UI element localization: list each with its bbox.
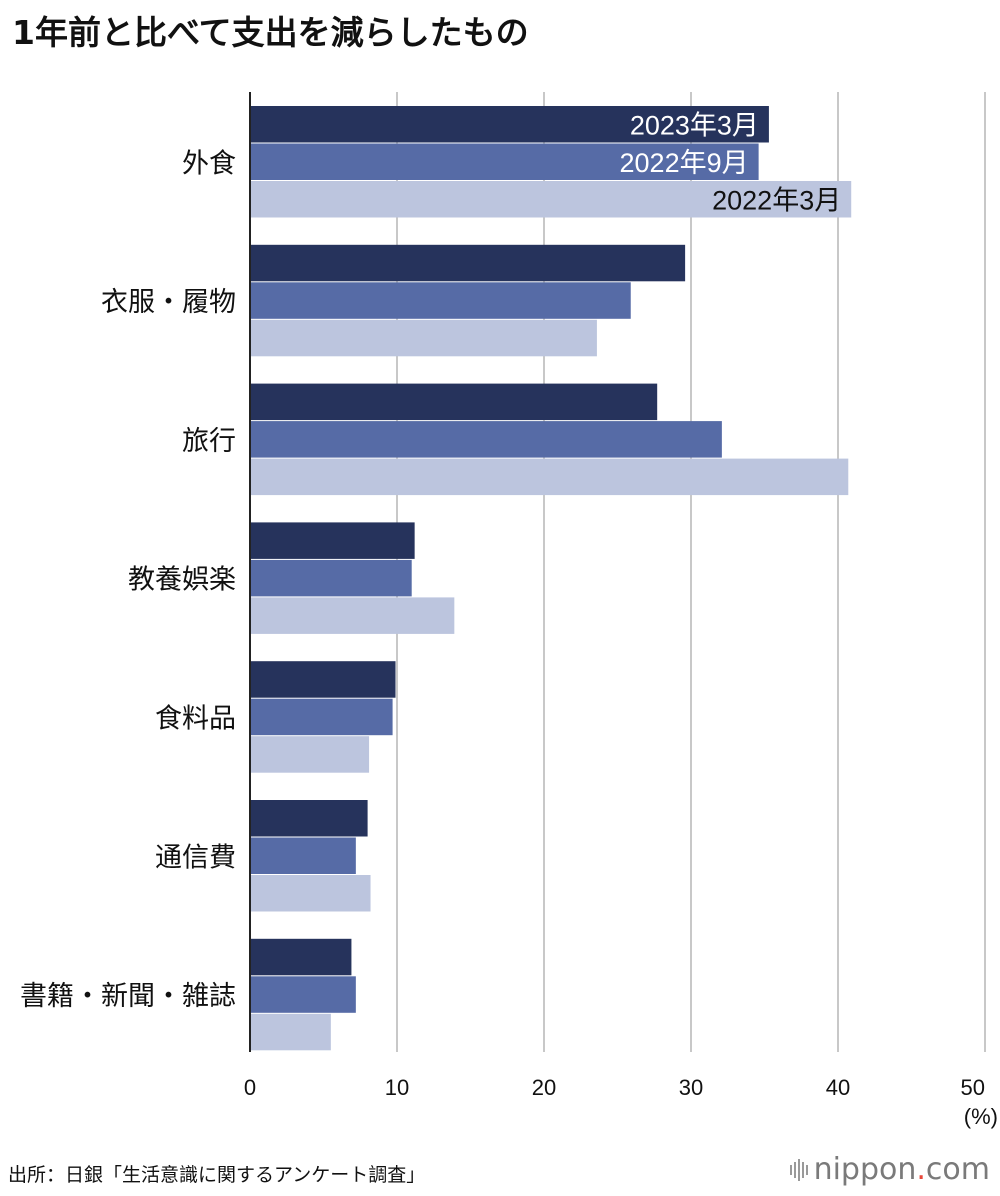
bar [250, 736, 370, 773]
bar [250, 458, 849, 496]
bar [250, 559, 412, 597]
bar [250, 938, 352, 976]
category-label: 旅行 [182, 426, 236, 457]
category-label: 通信費 [155, 842, 236, 873]
source-note: 出所：日銀「生活意識に関するアンケート調査」 [8, 1164, 426, 1186]
x-unit-label: (%) [964, 1104, 998, 1129]
x-tick-label: 30 [679, 1075, 703, 1100]
x-tick-label: 0 [244, 1075, 256, 1100]
bar [250, 383, 658, 421]
bar [250, 1013, 331, 1051]
bar [250, 661, 396, 698]
logo-name: nippon [813, 1152, 917, 1187]
logo-suffix: com [925, 1152, 990, 1187]
nippon-logo: nippon. com [789, 1152, 990, 1187]
category-label: 書籍・新聞・雑誌 [20, 981, 236, 1012]
bar [250, 976, 356, 1013]
series-label: 2022年9月 [620, 148, 749, 178]
bar [250, 319, 597, 357]
bar [250, 800, 368, 837]
chart-title: 1年前と比べて支出を減らしたもの [12, 13, 529, 52]
x-tick-label: 50 [961, 1075, 985, 1100]
bar [250, 875, 371, 912]
logo-dot: . [916, 1152, 926, 1187]
series-label: 2022年3月 [712, 186, 841, 216]
x-tick-label: 40 [826, 1075, 850, 1100]
logo-bars-icon [789, 1158, 808, 1181]
bar [250, 244, 686, 282]
bar [250, 698, 393, 736]
bar [250, 837, 356, 874]
bar [250, 421, 722, 458]
category-label: 外食 [182, 148, 236, 179]
bar [250, 181, 852, 218]
bar [250, 597, 455, 634]
x-tick-label: 10 [385, 1075, 409, 1100]
category-label: 教養娯楽 [128, 565, 236, 596]
bar [250, 522, 415, 559]
bar [250, 143, 759, 180]
category-label: 食料品 [155, 703, 236, 734]
series-label: 2023年3月 [630, 111, 759, 141]
x-tick-label: 20 [532, 1075, 556, 1100]
category-label: 衣服・履物 [101, 287, 236, 318]
bar [250, 106, 769, 143]
bar [250, 282, 631, 319]
